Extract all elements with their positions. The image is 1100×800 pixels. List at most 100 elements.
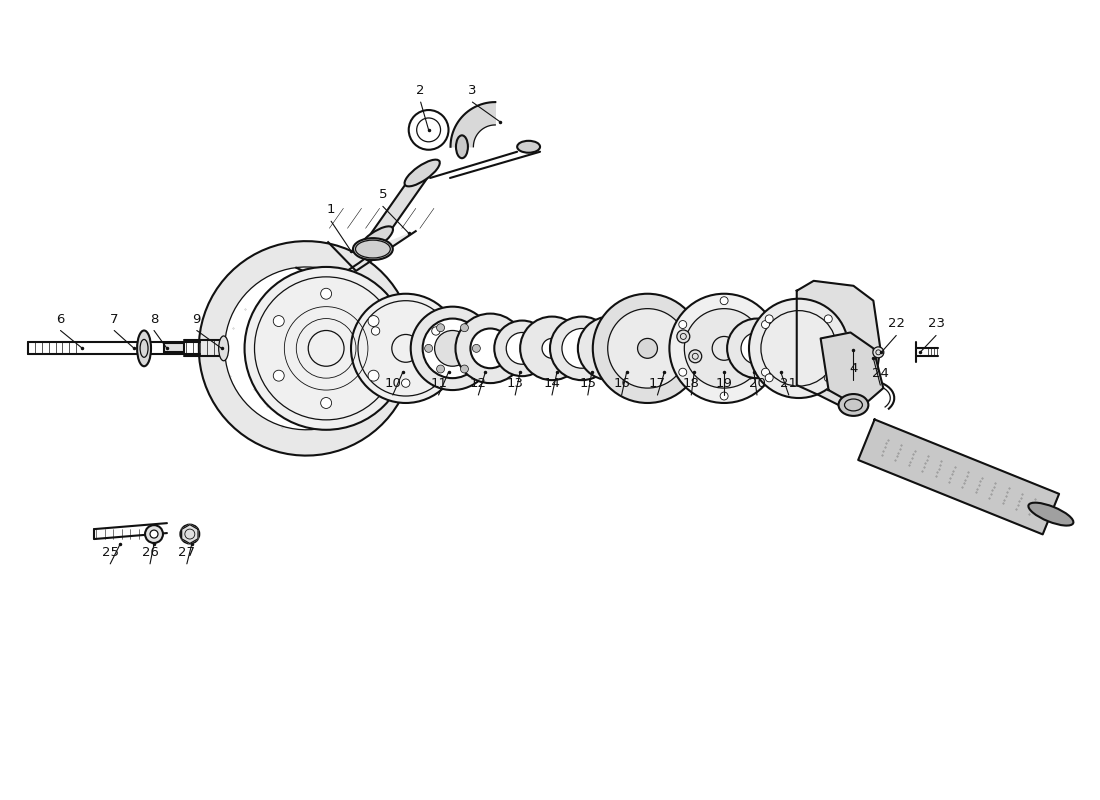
Circle shape [684,309,763,388]
Circle shape [689,350,702,362]
Text: 5: 5 [378,188,387,202]
Text: 16: 16 [613,377,630,390]
Circle shape [824,315,833,323]
Circle shape [761,368,770,376]
Text: 12: 12 [470,377,487,390]
Polygon shape [182,525,198,543]
Text: 18: 18 [683,377,700,390]
Circle shape [422,318,482,378]
Circle shape [437,324,444,332]
Text: 4: 4 [849,362,858,375]
Text: 1: 1 [327,203,336,216]
Circle shape [472,344,481,352]
Circle shape [461,365,469,373]
Circle shape [593,294,702,403]
Circle shape [873,347,883,358]
Text: 7: 7 [110,313,119,326]
Circle shape [351,294,461,403]
Ellipse shape [456,135,468,158]
Circle shape [150,530,158,538]
Circle shape [679,321,686,329]
Ellipse shape [1028,502,1074,526]
Circle shape [578,317,641,380]
Circle shape [600,338,619,358]
Circle shape [824,374,833,382]
Circle shape [437,365,444,373]
Circle shape [409,110,449,150]
Polygon shape [858,419,1059,534]
FancyBboxPatch shape [164,343,184,352]
Circle shape [321,398,331,409]
Circle shape [720,297,728,305]
Text: 15: 15 [580,377,596,390]
Circle shape [754,318,814,378]
Circle shape [638,338,658,358]
Circle shape [425,344,432,352]
Circle shape [670,294,779,403]
Circle shape [494,321,550,376]
Text: 24: 24 [872,367,889,380]
Circle shape [727,318,786,378]
Text: 23: 23 [927,318,945,330]
Ellipse shape [353,238,393,260]
Polygon shape [359,161,439,252]
Circle shape [766,330,802,366]
Ellipse shape [838,394,868,416]
Polygon shape [821,333,883,408]
Circle shape [676,330,690,343]
Text: 11: 11 [430,377,447,390]
Circle shape [368,370,379,381]
Circle shape [761,321,770,329]
Circle shape [244,267,408,430]
Circle shape [550,317,614,380]
Text: 3: 3 [469,84,476,97]
Polygon shape [451,102,495,146]
Circle shape [434,330,471,366]
Ellipse shape [219,336,229,361]
Circle shape [417,118,441,142]
Circle shape [471,329,510,368]
Circle shape [180,525,199,543]
Text: 22: 22 [888,318,904,330]
Text: 20: 20 [748,377,766,390]
Circle shape [506,333,538,364]
Circle shape [410,306,494,390]
Circle shape [562,329,602,368]
Text: 26: 26 [142,546,158,559]
Polygon shape [296,231,416,283]
Circle shape [145,525,163,543]
Text: 17: 17 [649,377,666,390]
Circle shape [368,315,379,326]
Text: 10: 10 [384,377,402,390]
Text: 6: 6 [56,313,65,326]
Circle shape [461,324,469,332]
Ellipse shape [517,141,540,153]
Text: 2: 2 [417,84,425,97]
Ellipse shape [358,226,393,253]
Circle shape [273,370,284,381]
Text: 9: 9 [192,313,201,326]
Circle shape [273,315,284,326]
Circle shape [741,333,773,364]
Circle shape [679,368,686,376]
Circle shape [749,298,848,398]
Circle shape [520,317,584,380]
Circle shape [321,288,331,299]
Ellipse shape [138,330,151,366]
Polygon shape [796,281,880,410]
Circle shape [766,315,773,323]
Circle shape [455,314,525,383]
Polygon shape [199,241,414,456]
Text: 14: 14 [543,377,560,390]
Text: 21: 21 [780,377,798,390]
Text: 27: 27 [178,546,196,559]
Circle shape [720,392,728,400]
Circle shape [185,529,195,539]
Circle shape [402,379,410,387]
Ellipse shape [405,160,440,186]
Text: 13: 13 [507,377,524,390]
Circle shape [542,338,562,358]
Text: 25: 25 [101,546,119,559]
Text: 19: 19 [716,377,733,390]
Circle shape [607,309,688,388]
